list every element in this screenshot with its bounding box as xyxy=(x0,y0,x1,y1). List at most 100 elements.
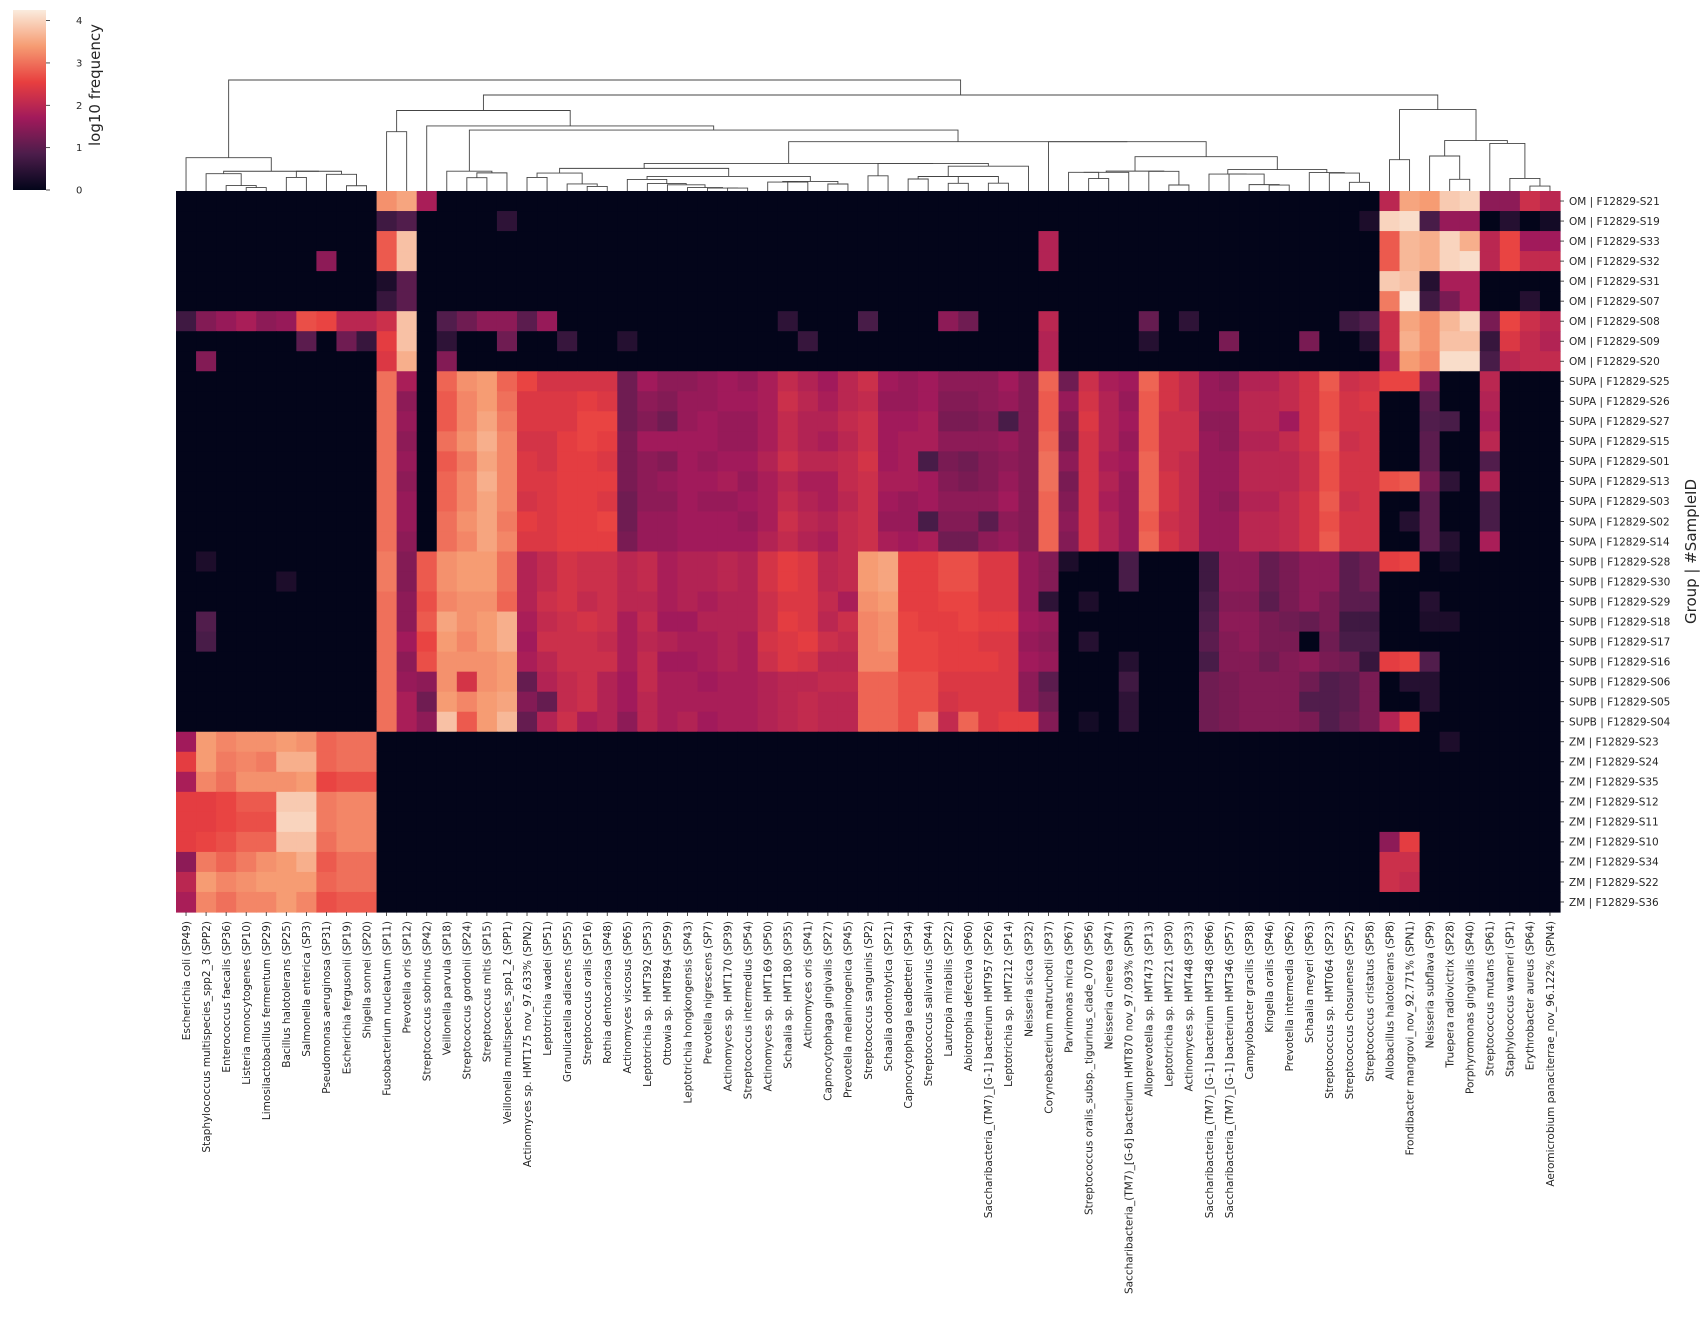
heatmap-cell xyxy=(1158,571,1180,593)
row-tick-label: SUPB | F12829-S06 xyxy=(1569,676,1671,688)
heatmap-cell xyxy=(1479,671,1501,693)
heatmap-cell xyxy=(196,631,217,653)
heatmap-cell xyxy=(436,831,458,853)
heatmap-cell xyxy=(918,791,939,813)
heatmap-cell xyxy=(1359,831,1381,853)
heatmap-cell xyxy=(817,191,839,212)
heatmap-cell xyxy=(1499,691,1521,713)
heatmap-cell xyxy=(1038,791,1060,813)
heatmap-cell xyxy=(1239,691,1260,713)
heatmap-cell xyxy=(236,891,257,913)
heatmap-cell xyxy=(216,671,237,693)
heatmap-cell xyxy=(1138,291,1160,312)
heatmap-cell xyxy=(1138,211,1160,232)
heatmap-cell xyxy=(998,631,1020,653)
heatmap-cell xyxy=(176,851,197,873)
dendrogram-link xyxy=(228,79,962,158)
heatmap-cell xyxy=(1519,431,1541,452)
heatmap-cell xyxy=(1058,471,1080,493)
heatmap-cell xyxy=(196,731,217,753)
heatmap-cell xyxy=(436,891,458,913)
heatmap-cell xyxy=(737,431,759,452)
heatmap-cell xyxy=(817,251,839,272)
heatmap-cell xyxy=(817,271,839,292)
heatmap-cell xyxy=(1098,871,1120,893)
heatmap-cell xyxy=(697,471,719,493)
heatmap-cell xyxy=(1299,851,1320,873)
heatmap-cell xyxy=(757,551,779,573)
heatmap-cell xyxy=(436,391,458,412)
heatmap-cell xyxy=(1219,331,1240,352)
heatmap-cell xyxy=(1158,711,1180,733)
heatmap-cell xyxy=(958,191,979,212)
heatmap-cell xyxy=(537,231,558,252)
heatmap-cell xyxy=(1279,811,1300,833)
column-tick-label: Prevotella melaninogenica (SP45) xyxy=(843,921,855,1098)
heatmap-cell xyxy=(216,271,237,292)
heatmap-cell xyxy=(717,591,739,613)
heatmap-cell xyxy=(1018,691,1040,713)
heatmap-cell xyxy=(717,831,739,853)
heatmap-cell xyxy=(637,351,658,372)
heatmap-cell xyxy=(878,671,899,693)
heatmap-cell xyxy=(878,811,899,833)
heatmap-cell xyxy=(1319,251,1340,272)
heatmap-cell xyxy=(1359,571,1381,593)
heatmap-cell xyxy=(1479,611,1501,633)
heatmap-cell xyxy=(1479,271,1501,292)
heatmap-cell xyxy=(396,831,418,853)
heatmap-cell xyxy=(1078,371,1100,392)
heatmap-cell xyxy=(637,511,658,533)
heatmap-cell xyxy=(1359,391,1381,412)
heatmap-cell xyxy=(757,411,779,432)
heatmap-cell xyxy=(296,271,318,292)
heatmap-cell xyxy=(396,651,418,673)
heatmap-cell xyxy=(617,811,638,833)
heatmap-cell xyxy=(196,411,217,432)
heatmap-cell xyxy=(1499,251,1521,272)
heatmap-cell xyxy=(1279,211,1300,232)
heatmap-cell xyxy=(677,431,699,452)
heatmap-cell xyxy=(918,871,939,893)
heatmap-cell xyxy=(717,691,739,713)
heatmap-cell xyxy=(757,531,779,553)
heatmap-cell xyxy=(1299,271,1320,292)
row-tick-label: ZM | F12829-S35 xyxy=(1569,777,1659,789)
heatmap-cell xyxy=(236,591,257,613)
heatmap-cell xyxy=(176,511,197,533)
heatmap-cell xyxy=(958,751,979,773)
heatmap-cell xyxy=(476,851,498,873)
heatmap-cell xyxy=(236,211,257,232)
heatmap-cell xyxy=(657,691,679,713)
heatmap-cell xyxy=(1178,531,1200,553)
heatmap-cell xyxy=(1279,791,1300,813)
dendrogram-link xyxy=(1228,173,1265,191)
column-tick-label: Erythrobacter aureus (SP64) xyxy=(1525,921,1537,1070)
column-tick-label: Actinomyces sp. HMT175 nov_97.633% (SPN2… xyxy=(522,921,534,1167)
column-tick-label: Actinomyces oris (SP41) xyxy=(803,921,815,1048)
heatmap-cell xyxy=(1519,631,1541,653)
heatmap-cell xyxy=(456,551,478,573)
heatmap-cell xyxy=(1319,831,1340,853)
heatmap-cell xyxy=(1198,411,1220,432)
heatmap-cell xyxy=(697,291,719,312)
heatmap-cell xyxy=(1319,711,1340,733)
heatmap-cell xyxy=(176,431,197,452)
heatmap-cell xyxy=(1539,211,1561,232)
heatmap-cell xyxy=(1439,731,1461,753)
heatmap-cell xyxy=(857,871,879,893)
heatmap-cell xyxy=(617,571,638,593)
heatmap-cell xyxy=(1519,231,1541,252)
heatmap-cell xyxy=(1539,511,1561,533)
heatmap-cell xyxy=(1178,831,1200,853)
heatmap-cell xyxy=(737,211,759,232)
heatmap-cell xyxy=(657,491,679,513)
heatmap-cell xyxy=(516,451,538,472)
heatmap-cell xyxy=(436,311,458,332)
heatmap-cell xyxy=(456,231,478,252)
heatmap-cell xyxy=(717,411,739,432)
heatmap-cell xyxy=(1239,471,1260,493)
heatmap-cell xyxy=(1519,551,1541,573)
heatmap-cell xyxy=(1539,671,1561,693)
heatmap-cell xyxy=(697,771,719,793)
